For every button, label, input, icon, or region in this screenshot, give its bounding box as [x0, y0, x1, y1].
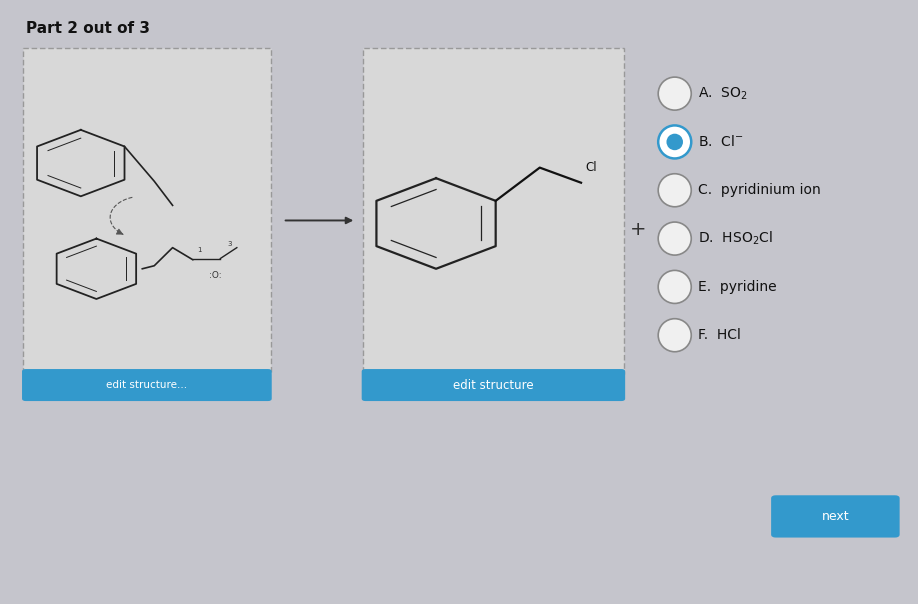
Text: :O:: :O:	[209, 271, 222, 280]
Ellipse shape	[658, 174, 691, 207]
Text: +: +	[630, 220, 646, 239]
Text: B.  $\mathrm{Cl^{-}}$: B. $\mathrm{Cl^{-}}$	[698, 135, 744, 149]
Ellipse shape	[658, 319, 691, 352]
Text: next: next	[822, 510, 849, 523]
FancyBboxPatch shape	[23, 48, 271, 374]
FancyBboxPatch shape	[363, 48, 624, 374]
Text: E.  pyridine: E. pyridine	[698, 280, 777, 294]
FancyBboxPatch shape	[362, 369, 625, 401]
Text: 1: 1	[197, 247, 202, 253]
Ellipse shape	[658, 77, 691, 110]
Ellipse shape	[666, 133, 683, 150]
Ellipse shape	[658, 126, 691, 158]
Text: C.  pyridinium ion: C. pyridinium ion	[698, 183, 821, 198]
Text: Cl: Cl	[586, 161, 598, 174]
Text: D.  $\mathrm{HSO_2Cl}$: D. $\mathrm{HSO_2Cl}$	[698, 230, 773, 247]
FancyBboxPatch shape	[771, 495, 900, 538]
Text: A.  $\mathrm{SO_2}$: A. $\mathrm{SO_2}$	[698, 85, 747, 102]
Ellipse shape	[658, 271, 691, 303]
FancyBboxPatch shape	[22, 369, 272, 401]
Ellipse shape	[658, 222, 691, 255]
Text: edit structure...: edit structure...	[106, 380, 187, 390]
Text: 3: 3	[228, 241, 232, 247]
Text: edit structure: edit structure	[453, 379, 533, 391]
Text: F.  HCl: F. HCl	[698, 328, 741, 342]
Text: Part 2 out of 3: Part 2 out of 3	[26, 21, 150, 36]
